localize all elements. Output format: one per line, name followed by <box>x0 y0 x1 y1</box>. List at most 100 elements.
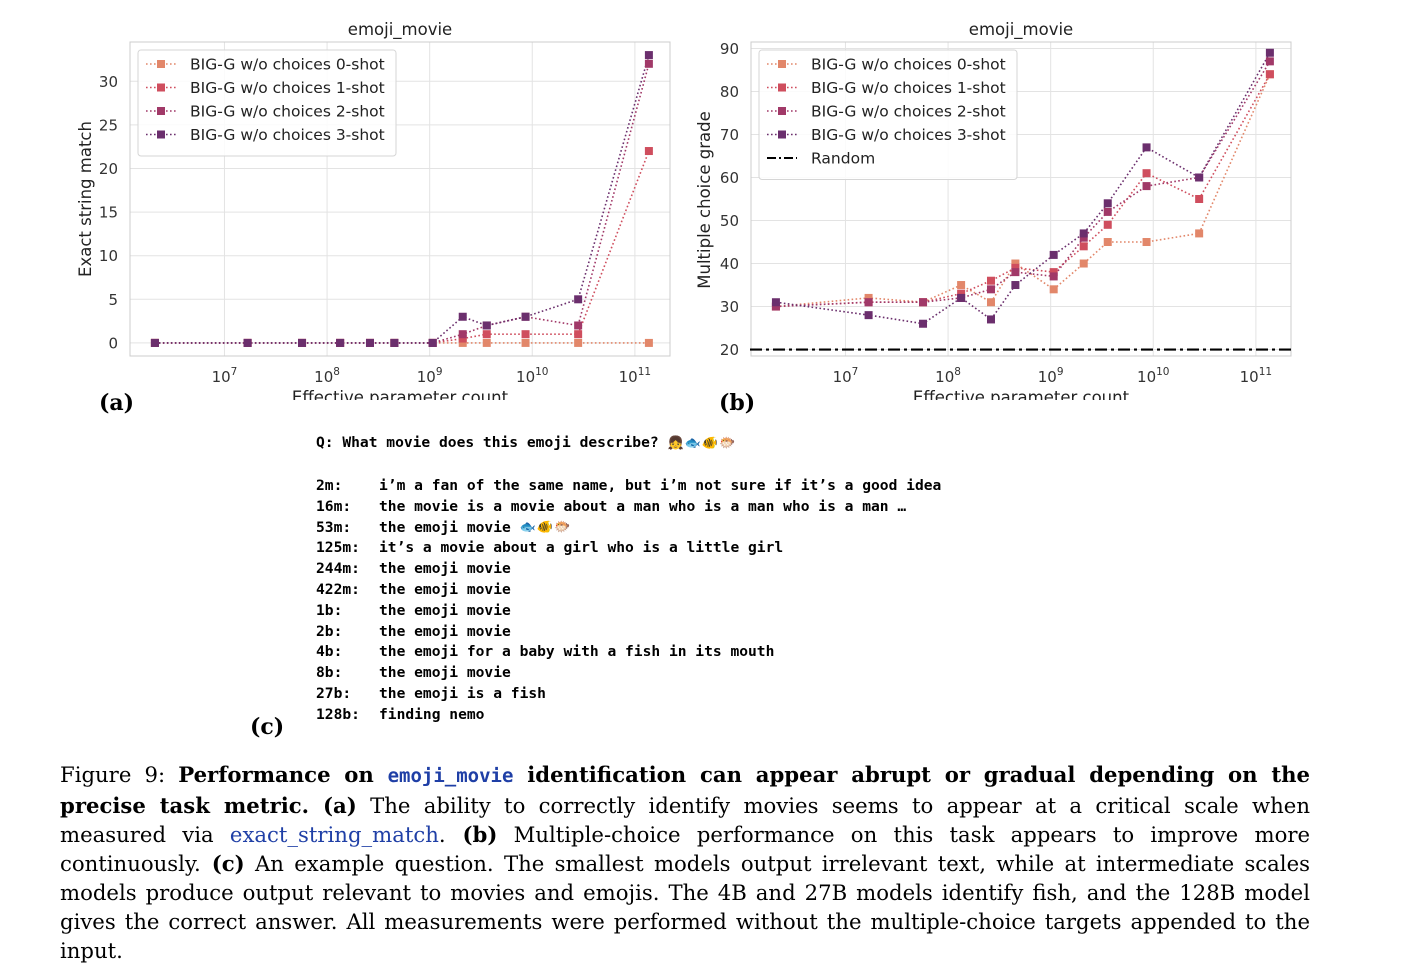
x-tick-label: 1010 <box>516 366 548 386</box>
model-output: the emoji movie <box>379 622 511 640</box>
legend-swatch-marker <box>778 60 786 68</box>
x-tick-label: 109 <box>1038 366 1064 386</box>
question-line: Q: What movie does this emoji describe? … <box>316 434 941 458</box>
data-point <box>482 321 491 330</box>
y-tick-label: 5 <box>108 291 118 309</box>
data-point <box>458 338 467 347</box>
y-axis-label: Exact string match <box>76 121 95 277</box>
model-output: the emoji movie <box>379 580 511 598</box>
data-point <box>365 338 374 347</box>
data-point <box>1195 195 1204 203</box>
data-point <box>1049 268 1058 277</box>
data-point <box>574 330 583 339</box>
output-row: 2b: the emoji movie <box>316 622 941 643</box>
output-row: 8b: the emoji movie <box>316 663 941 684</box>
model-output: i’m a fan of the same name, but i’m not … <box>379 477 942 494</box>
legend-swatch-marker <box>157 130 165 139</box>
model-size: 2b: <box>316 622 343 640</box>
plot-frame <box>750 41 1292 357</box>
legend-swatch-marker <box>778 83 786 92</box>
data-point <box>482 330 491 339</box>
caption-bold-start: Performance on <box>178 762 388 787</box>
caption-label-c: (c) <box>200 851 245 876</box>
data-point <box>1011 263 1020 272</box>
data-point <box>1142 169 1151 178</box>
caption-label-a: (a) <box>309 793 357 818</box>
y-tick-label: 20 <box>720 341 739 359</box>
y-tick-label: 60 <box>720 169 739 187</box>
x-axis-label: Effective parameter count <box>292 388 509 400</box>
output-row: 27b: the emoji is a fish <box>316 684 941 705</box>
data-point <box>521 312 530 321</box>
chart-title: emoji_movie <box>969 20 1073 40</box>
data-point <box>458 312 467 321</box>
model-output: the emoji movie <box>379 518 520 536</box>
grid <box>751 42 1291 356</box>
data-point <box>1103 238 1112 247</box>
data-point <box>428 338 437 347</box>
caption-metric-link[interactable]: exact_string_match <box>229 822 439 847</box>
output-row: 53m: the emoji movie 🐟🐠🐡 <box>316 518 941 539</box>
y-axis-label: Multiple choice grade <box>695 111 714 288</box>
example-question: Q: What movie does this emoji describe? … <box>316 434 941 726</box>
legend-label: BIG-G w/o choices 0-shot <box>811 56 1006 74</box>
y-tick-label: 30 <box>99 73 118 91</box>
legend-box <box>137 49 397 157</box>
data-point <box>957 281 966 290</box>
data-point <box>986 298 995 307</box>
data-point <box>644 59 653 68</box>
y-tick-label: 0 <box>108 334 118 352</box>
model-size: 27b: <box>316 684 352 702</box>
data-point <box>1011 259 1020 268</box>
caption-text-b: Multiple-choice performance on this task… <box>60 822 1311 876</box>
data-point <box>919 319 928 328</box>
data-point <box>1265 57 1274 66</box>
chart-multiple-choice-grade: emoji_movie 20 30 40 50 60 70 80 90 107 108 109 101… <box>720 20 1292 400</box>
data-point <box>574 338 583 347</box>
data-point <box>1079 229 1088 238</box>
tick-labels: 20 30 40 50 60 70 80 90 107 108 109 1010 1011 <box>720 40 1272 386</box>
series-markers <box>150 51 653 347</box>
panel-label-b: (b) <box>719 390 756 416</box>
data-point <box>1142 182 1151 191</box>
data-point <box>1049 250 1058 259</box>
data-point <box>986 315 995 324</box>
legend-swatch-marker <box>778 130 786 139</box>
legend-label: BIG-G w/o choices 0-shot <box>190 56 385 74</box>
data-point <box>986 276 995 285</box>
y-axis-label-b-holder: Multiple choice grade <box>695 111 714 288</box>
emoji-sequence: 🐟🐠🐡 <box>519 519 572 535</box>
data-point <box>298 338 307 347</box>
output-row: 1b: the emoji movie <box>316 601 941 622</box>
y-tick-label: 50 <box>720 212 739 230</box>
caption-task-name: emoji_movie <box>387 765 514 787</box>
model-output: the emoji for a baby with a fish in its … <box>379 643 775 661</box>
data-point <box>1195 173 1204 182</box>
data-point <box>864 298 873 307</box>
x-tick-label: 109 <box>417 366 443 386</box>
data-point <box>1265 48 1274 57</box>
y-tick-label: 15 <box>99 204 118 222</box>
panel-label-a: (a) <box>99 390 135 416</box>
data-point <box>864 293 873 302</box>
output-row: 16m: the movie is a movie about a man who… <box>316 497 941 518</box>
y-tick-label: 70 <box>720 126 739 144</box>
emoji-sequence: 👧🐟🐠🐡 <box>667 436 737 451</box>
data-point <box>644 147 653 156</box>
model-size: 16m: <box>316 497 352 515</box>
plot-frame <box>129 41 671 357</box>
output-row: 125m: it’s a movie about a girl who is a … <box>316 538 941 559</box>
model-size: 1b: <box>316 601 343 619</box>
legend-swatch-marker <box>778 107 786 115</box>
legend-label: BIG-G w/o choices 2-shot <box>811 103 1006 121</box>
data-point <box>1079 259 1088 268</box>
data-point <box>458 330 467 339</box>
caption-bold-end: identification can appear abrupt or grad… <box>60 762 1310 818</box>
data-point <box>482 338 491 347</box>
data-point <box>390 338 399 347</box>
series-line-3 <box>154 54 650 344</box>
data-point <box>336 338 345 347</box>
data-point <box>1049 285 1058 294</box>
question-text: Q: What movie does this emoji describe? <box>316 434 659 451</box>
x-tick-label: 108 <box>314 366 340 386</box>
